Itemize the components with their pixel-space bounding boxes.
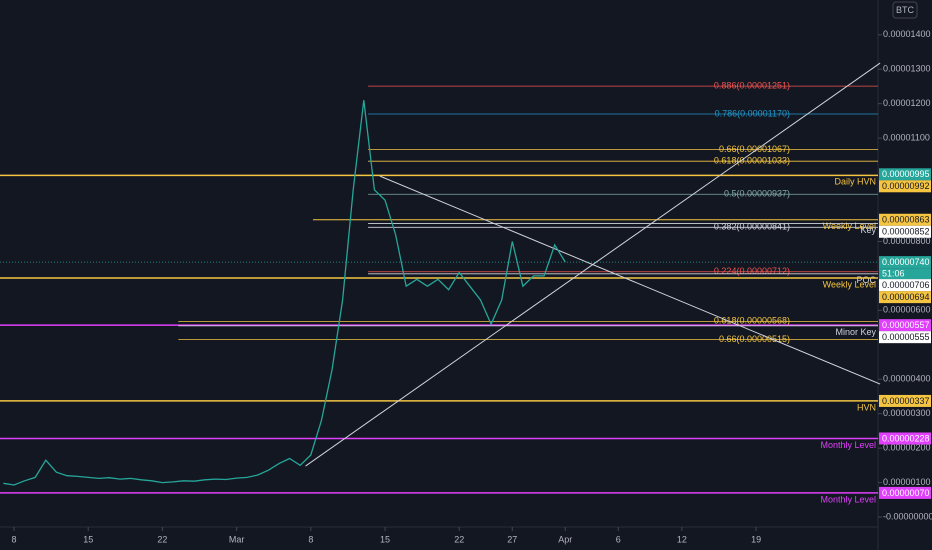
fib-label: 0.224(0.00000712) (714, 266, 790, 276)
price-box-label: 0.00000706 (882, 280, 930, 290)
y-tick-label: 0.00000400 (883, 374, 931, 384)
price-box (879, 168, 931, 181)
level-name: Monthly Level (820, 494, 876, 504)
symbol-button[interactable] (892, 1, 918, 19)
y-tick-label: 0.00000200 (883, 442, 931, 452)
fib-label: 0.618(0.00001033) (714, 156, 790, 166)
y-tick-label: 0.00001400 (883, 29, 931, 39)
y-tick-label: 0.00000100 (883, 477, 931, 487)
price-box (879, 291, 931, 304)
x-tick-label: 6 (616, 534, 621, 544)
price-box (879, 180, 931, 193)
x-tick-label: Mar (229, 534, 245, 544)
price-box-label: 0.00000740 (882, 257, 930, 267)
price-line (3, 100, 566, 486)
fib-label: 0.66(0.00000515) (719, 334, 790, 344)
level-name: Key (860, 225, 876, 235)
price-box (879, 331, 931, 344)
x-tick-label: 22 (454, 534, 464, 544)
x-tick-label: Apr (558, 534, 572, 544)
price-box (879, 256, 931, 269)
x-tick-label: 15 (83, 534, 93, 544)
price-box (879, 432, 931, 445)
price-box-label: 0.00000228 (882, 433, 930, 443)
level-name: POC (856, 275, 876, 285)
price-box (879, 279, 931, 292)
price-box-label: 0.00000694 (882, 292, 930, 302)
y-tick-label: 0.00001100 (883, 132, 930, 142)
price-box (879, 486, 931, 499)
level-name: Minor Key (835, 327, 876, 337)
trend-line (379, 175, 881, 385)
x-tick-label: 15 (380, 534, 390, 544)
level-name: Weekly Level (823, 221, 876, 231)
y-tick-label: -0.00000000 (883, 511, 932, 521)
price-box-label: 0.00000863 (882, 215, 930, 225)
countdown-box (879, 268, 931, 280)
fib-label: 0.618(0.00000568) (714, 316, 790, 326)
price-box (879, 319, 931, 332)
x-tick-label: 19 (751, 534, 761, 544)
price-box-label: 0.00000852 (882, 227, 930, 237)
x-tick-label: 22 (157, 534, 167, 544)
price-box (879, 225, 931, 238)
price-box-label: 0.00000992 (882, 181, 930, 191)
symbol[interactable]: BTC (896, 5, 915, 15)
y-tick-label: 0.00000600 (883, 305, 931, 315)
x-tick-label: 12 (677, 534, 687, 544)
fib-label: 0.66(0.00001067) (719, 144, 790, 154)
y-tick-label: 0.00001200 (883, 98, 931, 108)
level-name: HVN (857, 402, 876, 412)
y-tick-label: 0.00001300 (883, 64, 931, 74)
fib-label: 0.886(0.00001251) (714, 80, 790, 90)
y-tick-label: 0.00000800 (883, 236, 931, 246)
price-box (879, 213, 931, 226)
fib-label: 0.5(0.00000937) (724, 189, 790, 199)
price-box-label: 0.00000070 (882, 488, 930, 498)
price-box (879, 394, 931, 407)
level-name: Daily HVN (834, 177, 876, 187)
price-box-label: 0.00000337 (882, 396, 930, 406)
x-tick-label: 8 (308, 534, 313, 544)
level-name: Monthly Level (820, 440, 876, 450)
y-tick-label: 0.00000300 (883, 408, 931, 418)
fib-label: 0.786(0.00001170) (715, 108, 790, 118)
x-tick-label: 8 (11, 534, 16, 544)
price-box-label: 0.00000995 (882, 169, 930, 179)
price-box-label: 0.00000555 (882, 332, 930, 342)
level-name: Weekly Level (823, 279, 876, 289)
price-box-label: 0.00000557 (882, 320, 930, 330)
x-tick-label: 27 (507, 534, 517, 544)
fib-label: 0.382(0.00000841) (714, 222, 790, 232)
countdown: 51:06 (882, 268, 905, 278)
